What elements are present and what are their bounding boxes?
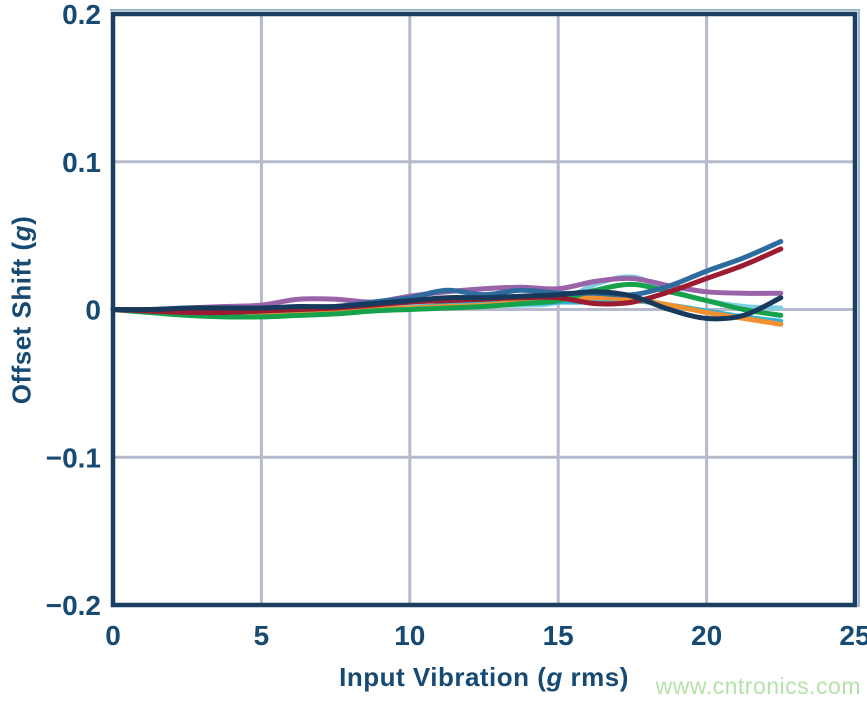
x-tick-label: 0 [105,620,121,651]
series-line-unit-4 [110,289,784,322]
plot-border-highlight [110,9,860,607]
x-axis-title-italic-g: g [546,662,563,692]
watermark-text: www.cntronics.com [655,673,861,699]
series-line-unit-2 [110,246,784,316]
plot-border [110,11,858,608]
y-axis-title-italic-g: g [6,224,37,242]
y-tick-label: 0 [85,295,101,326]
y-tick-label: −0.1 [46,442,101,473]
y-axis-title-suffix: ) [6,215,37,225]
x-tick-label: 20 [691,620,722,651]
x-axis-title-suffix: rms) [562,662,629,692]
y-tick-label: 0.2 [62,0,101,30]
y-tick-label: −0.2 [46,590,101,621]
x-axis-title: Input Vibration (g rms) [113,662,855,693]
y-tick-label: 0.1 [62,147,101,178]
x-axis-title-text: Input Vibration ( [339,662,547,692]
x-tick-label: 5 [254,620,270,651]
y-axis-title: Offset Shift (g) [7,216,38,405]
y-axis-title-text: Offset Shift ( [6,241,37,405]
x-tick-label: 15 [543,620,574,651]
x-tick-label: 10 [394,620,425,651]
x-tick-label: 25 [839,620,867,651]
